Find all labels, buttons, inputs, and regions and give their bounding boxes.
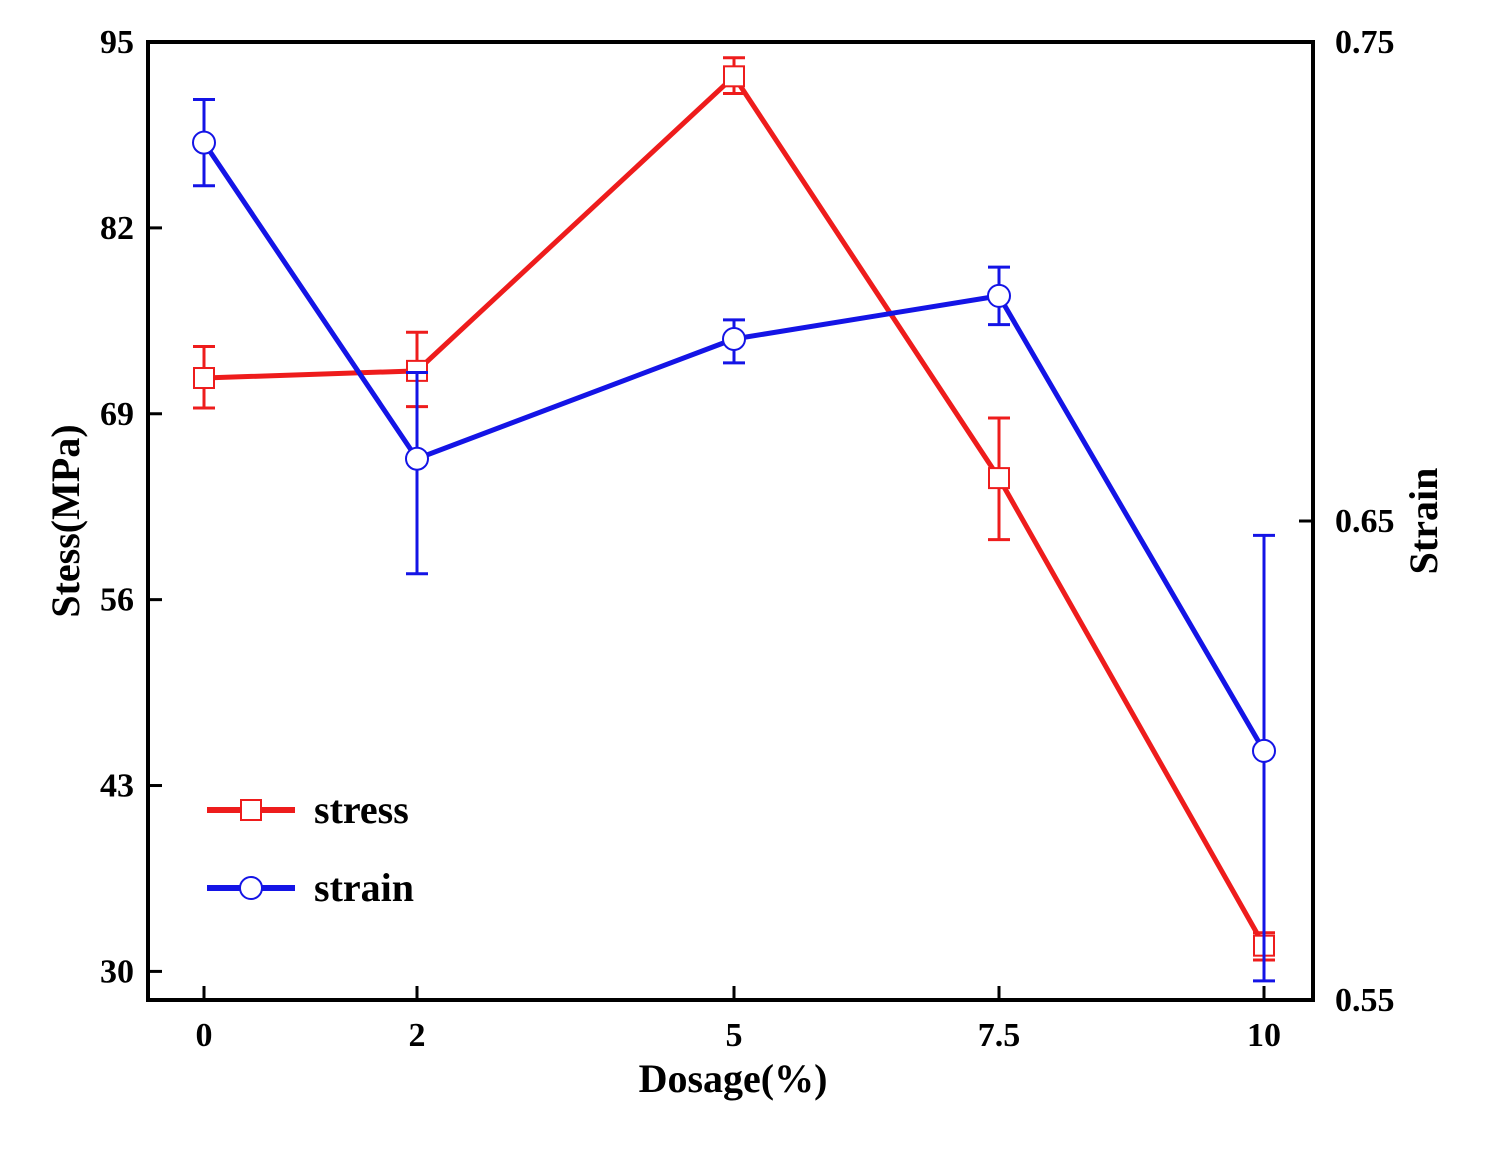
point-marker [723,65,745,88]
axis-layer: 0 2 5 7.5 10 30 43 56 69 82 95 0.55 0.65 0.75 [100,24,1395,1054]
series-stress [193,56,1275,962]
legend-item-stress: stress [207,787,409,832]
y-left-tick-label: 56 [100,582,134,619]
point-marker [987,283,1011,308]
x-tick-label: 2 [409,1017,426,1054]
x-tick-label: 5 [726,1017,743,1054]
series-strain [192,97,1276,983]
y-left-tick-label: 82 [100,210,134,247]
y-axis-title-left: Stess(MPa) [43,424,88,617]
point-marker [1252,738,1276,763]
y-axis-title-right: Strain [1401,468,1446,575]
y-left-tick-label: 69 [100,396,134,433]
y-left-tick-label: 43 [100,768,134,805]
legend-marker [239,876,263,900]
point-marker [192,130,216,155]
legend-label: strain [314,865,414,910]
point-marker [405,446,429,471]
y-left-tick-label: 30 [100,953,134,990]
y-right-tick-label: 0.75 [1335,24,1395,61]
series-layer [192,56,1276,983]
point-marker [988,467,1010,490]
legend-marker [240,799,262,821]
plot-frame [146,40,1315,1002]
point-marker [193,367,215,390]
legend-item-strain: strain [207,865,414,910]
legend: stress strain [207,787,414,910]
x-tick-label: 0 [196,1017,213,1054]
x-tick-label: 10 [1247,1017,1281,1054]
y-left-tick-label: 95 [100,24,134,61]
legend-label: stress [314,787,409,832]
x-tick-label: 7.5 [978,1017,1021,1054]
y-right-tick-label: 0.65 [1335,503,1395,540]
point-marker [722,326,746,351]
x-axis-title: Dosage(%) [639,1056,828,1101]
series-line-strain [201,141,1267,753]
y-right-tick-label: 0.55 [1335,982,1395,1019]
